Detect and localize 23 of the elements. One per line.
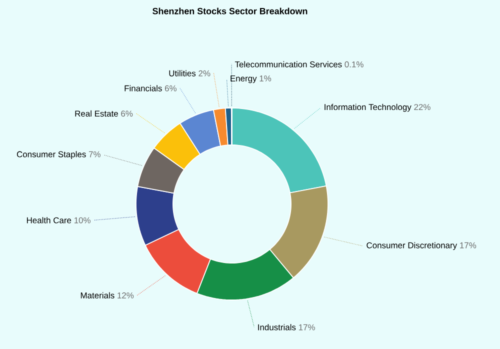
slice-label: Industrials xyxy=(258,324,296,330)
data-label: 22% xyxy=(414,104,430,110)
data-label: 6% xyxy=(121,110,133,117)
slice-label: Real Estate xyxy=(75,110,118,117)
slice-label: Consumer Discretionary xyxy=(366,242,458,250)
slice-label: Energy xyxy=(230,76,257,84)
data-label: 1% xyxy=(260,75,272,82)
slice-label: Consumer Staples xyxy=(16,151,86,159)
slice-label: Telecommunication Services xyxy=(234,61,342,68)
chart-title: Shenzhen Stocks Sector Breakdown xyxy=(152,8,308,14)
data-label: 12% xyxy=(118,292,134,298)
slice-label: Financials xyxy=(124,85,162,92)
data-label: 6% xyxy=(164,85,177,92)
data-label: 0.1% xyxy=(344,61,364,68)
data-label: 7% xyxy=(88,151,100,158)
slice-label: Health Care xyxy=(26,217,72,224)
data-label: 2% xyxy=(198,70,210,76)
data-label: 10% xyxy=(74,217,90,224)
data-label: 17% xyxy=(460,242,476,248)
slice-label: Materials xyxy=(80,292,114,298)
data-label: 17% xyxy=(298,324,315,330)
slice-label: Information Technology xyxy=(324,104,412,112)
slice-label: Utilities xyxy=(169,70,196,76)
